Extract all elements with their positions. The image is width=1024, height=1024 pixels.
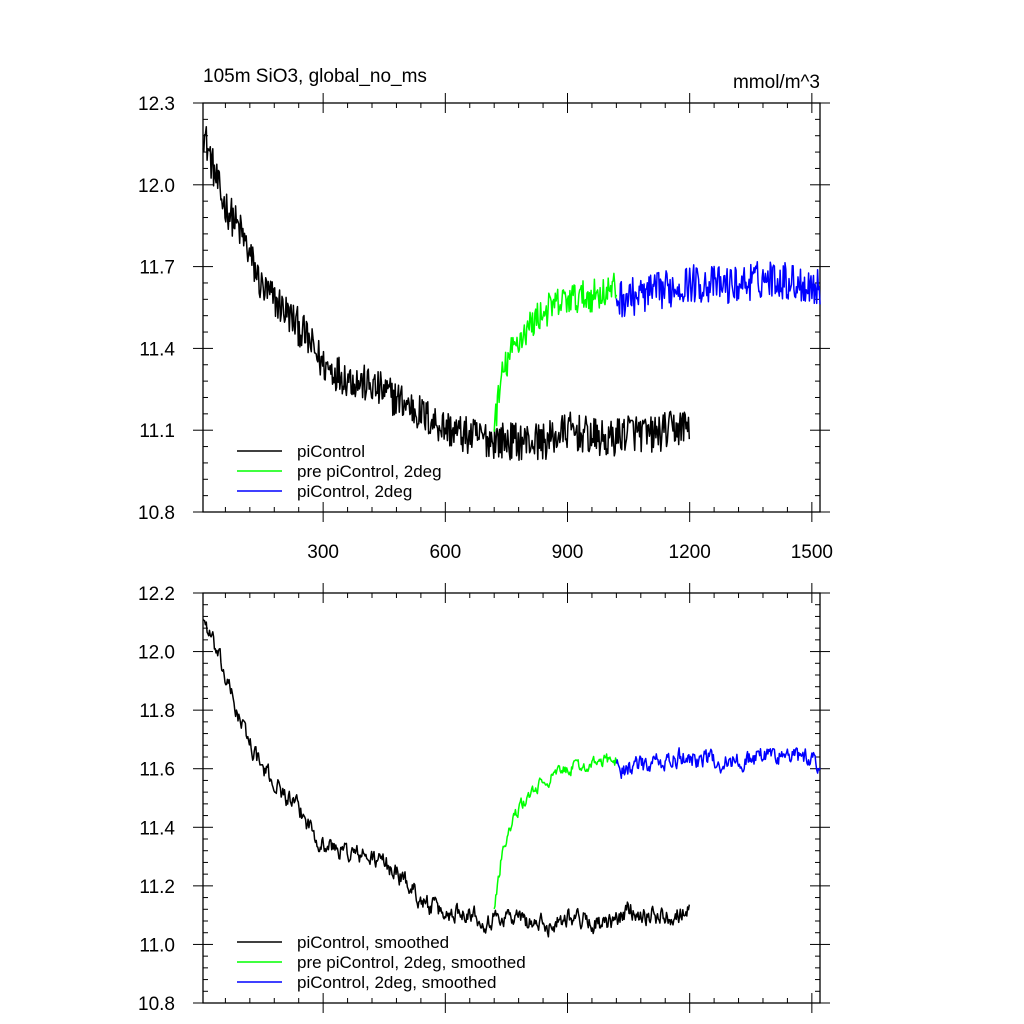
- series-line-3: [615, 747, 821, 780]
- y-tick-label: 12.0: [138, 176, 175, 197]
- top-panel: 105m SiO3, global_no_ms mmol/m^3 300 600 9…: [138, 66, 833, 563]
- y-tick-label: 11.1: [139, 421, 175, 442]
- legend-label: piControl, 2deg: [297, 482, 412, 501]
- x-tick-label: 900: [552, 542, 584, 563]
- top-panel-title: 105m SiO3, global_no_ms: [203, 66, 427, 87]
- series-line-3: [615, 261, 821, 318]
- plot-frame: [202, 592, 821, 1004]
- legend-label: piControl: [297, 442, 365, 461]
- series-line-1: [202, 125, 691, 461]
- legend-label: pre piControl, 2deg, smoothed: [297, 953, 526, 972]
- x-tick-label: 300: [307, 542, 339, 563]
- plot-frame: [202, 102, 821, 513]
- bottom-panel: 10.8 11.0 11.2 11.4 11.6 11.8 12.0 12.2 piContro…: [138, 583, 830, 1015]
- y-tick-label: 12.2: [138, 584, 175, 605]
- y-tick-label: 12.3: [138, 94, 175, 115]
- y-tick-label: 11.4: [139, 339, 175, 360]
- y-tick-label: 11.7: [139, 258, 175, 279]
- legend-label: piControl, smoothed: [297, 933, 449, 952]
- y-tick-label: 10.8: [138, 994, 175, 1015]
- y-tick-label: 11.0: [139, 935, 175, 956]
- x-tick-label: 1500: [791, 542, 833, 563]
- x-tick-label: 600: [429, 542, 461, 563]
- y-tick-label: 11.4: [139, 818, 175, 839]
- y-tick-label: 11.2: [139, 877, 175, 898]
- y-tick-label: 10.8: [138, 503, 175, 524]
- legend-label: piControl, 2deg, smoothed: [297, 973, 496, 992]
- series-line-2: [493, 272, 618, 432]
- y-tick-label: 11.6: [139, 760, 175, 781]
- series-line-2: [493, 753, 618, 910]
- series-line-1: [202, 618, 691, 938]
- y-tick-label: 11.8: [139, 701, 175, 722]
- y-tick-label: 12.0: [138, 643, 175, 664]
- top-panel-units: mmol/m^3: [733, 72, 820, 93]
- legend-label: pre piControl, 2deg: [297, 462, 442, 481]
- x-tick-label: 1200: [669, 542, 711, 563]
